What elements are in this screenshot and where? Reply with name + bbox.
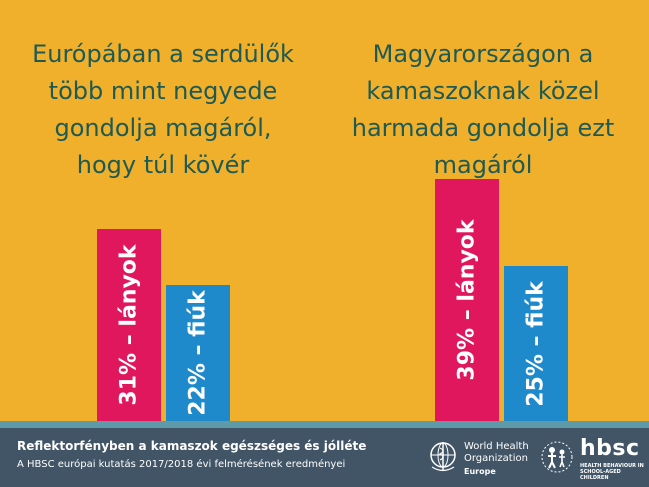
- who-region: Europe: [464, 467, 496, 476]
- title-line: harmada gondolja ezt: [351, 114, 615, 142]
- bar-fiúk-1: 25% – fiúk: [504, 266, 568, 421]
- bar-lányok-0: 31% – lányok: [97, 228, 161, 421]
- title-line: magáról: [433, 151, 533, 179]
- panel-title-hungary: Magyarországon a kamaszoknak közel harma…: [328, 36, 638, 184]
- hbsc-subtitle: HEALTH BEHAVIOUR IN SCHOOL-AGED CHILDREN: [580, 463, 644, 481]
- hbsc-figures-icon: [541, 441, 573, 473]
- bar-label: 31% – lányok: [116, 244, 142, 406]
- bar-label: 25% – fiúk: [523, 280, 549, 407]
- bar-lányok-1: 39% – lányok: [435, 179, 499, 421]
- title-line: Magyarországon a: [372, 40, 594, 68]
- bar-label: 39% – lányok: [454, 219, 480, 381]
- footer: Reflektorfényben a kamaszok egészséges é…: [0, 428, 649, 487]
- who-emblem-icon: [430, 442, 456, 472]
- hbsc-name: hbsc: [580, 436, 640, 461]
- chart-baseline: [0, 421, 649, 428]
- title-line: hogy túl kövér: [76, 151, 250, 179]
- who-name: World Health Organization: [464, 441, 529, 464]
- panel-title-europe: Európában a serdülők több mint negyede g…: [8, 36, 318, 184]
- bar-fiúk-0: 22% – fiúk: [166, 284, 230, 421]
- title-line: több mint negyede: [48, 77, 278, 105]
- bar-label: 22% – fiúk: [185, 289, 211, 416]
- footer-subtitle: A HBSC európai kutatás 2017/2018 évi fel…: [17, 459, 346, 470]
- title-line: kamaszoknak közel: [366, 77, 600, 105]
- title-line: Európában a serdülők: [32, 40, 294, 68]
- title-line: gondolja magáról,: [54, 114, 272, 142]
- footer-title: Reflektorfényben a kamaszok egészséges é…: [17, 439, 367, 453]
